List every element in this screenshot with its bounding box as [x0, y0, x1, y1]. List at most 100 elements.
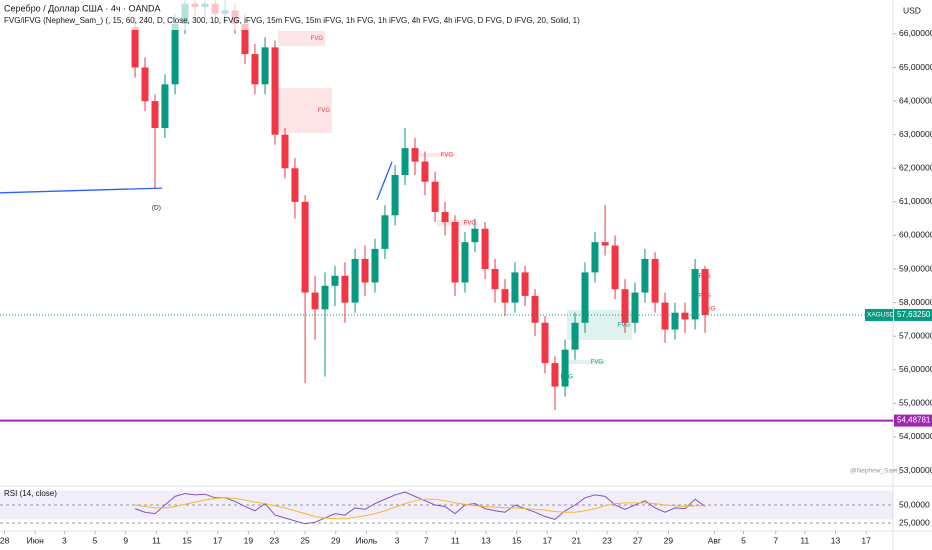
candle-body	[381, 215, 389, 249]
x-tick-label: 3	[395, 535, 400, 545]
x-tick-label: 13	[481, 535, 491, 545]
trend-line	[376, 161, 393, 201]
symbol-label: XAGUSD	[867, 312, 895, 319]
candle-body	[131, 27, 139, 68]
candle-body	[641, 258, 649, 293]
candle-body	[691, 269, 699, 320]
chart-title: Серебро / Доллар США · 4ч · OANDA	[4, 3, 161, 13]
candle-body	[521, 272, 529, 296]
rsi-line	[134, 491, 706, 525]
trend-line	[0, 187, 163, 194]
candle-body	[581, 272, 589, 323]
candle-body	[481, 228, 489, 270]
currency: USD	[903, 5, 921, 15]
x-tick-label: 23	[602, 535, 612, 545]
candle-body	[421, 161, 429, 182]
price-label: 57,63250	[897, 310, 931, 319]
x-tick-label: 15	[512, 535, 522, 545]
fvg-zone	[565, 376, 575, 378]
candle-body	[171, 23, 179, 85]
candle-body	[461, 242, 469, 283]
fvg-zone	[420, 152, 456, 157]
candle-body	[541, 322, 549, 364]
candle-body	[701, 269, 709, 315]
fvg-zone	[277, 87, 333, 134]
y-tick-label: 63,00000	[899, 129, 932, 139]
y-tick-label: 60,00000	[899, 230, 932, 240]
candle-body	[261, 47, 269, 85]
y-tick-label: 53,00000	[899, 465, 932, 475]
x-tick-label: Июн	[27, 535, 44, 545]
rsi-line	[134, 497, 706, 520]
x-tick-label: 7	[424, 535, 429, 545]
candle-body	[411, 148, 419, 162]
fvg-label: FVG	[311, 36, 324, 42]
candle-body	[431, 181, 439, 212]
y-tick-label: 64,00000	[899, 95, 932, 105]
x-tick-label: 29	[664, 535, 674, 545]
level-tag	[894, 414, 932, 427]
y-tick-label: 57,00000	[899, 330, 932, 340]
x-tick-label: 11	[800, 535, 809, 545]
candle-body	[281, 134, 289, 169]
candle-body	[341, 275, 349, 303]
candle-body	[251, 54, 259, 85]
candle-body	[321, 285, 329, 310]
symbol-tag	[865, 308, 893, 321]
x-tick-label: 17	[213, 535, 223, 545]
candle-body	[141, 67, 149, 102]
fvg-label: FVG	[441, 152, 454, 158]
candle-body	[451, 222, 459, 283]
candle-body	[671, 312, 679, 330]
x-tick-label: 19	[244, 535, 254, 545]
candle-body	[551, 363, 559, 387]
x-tick-label: 11	[152, 535, 161, 545]
candle-body	[351, 258, 359, 303]
x-tick-label: 28	[0, 535, 10, 545]
y-tick-label: 66,00000	[899, 28, 932, 38]
fvg-label: FVG	[591, 360, 604, 366]
candle-body	[401, 148, 409, 175]
price-tag	[894, 308, 932, 321]
candle-body	[601, 242, 609, 246]
x-tick-label: 29	[331, 535, 341, 545]
candle-body	[271, 47, 279, 135]
fvg-label: FVG	[318, 108, 331, 114]
candle-body	[561, 349, 569, 387]
x-tick-label: Авг	[708, 535, 721, 545]
candle-body	[391, 174, 399, 216]
candle-body	[311, 292, 319, 310]
candle-body	[621, 289, 629, 323]
candle-body	[591, 242, 599, 273]
x-tick-label: 17	[861, 535, 871, 545]
candle-body	[441, 211, 449, 223]
candle-body	[611, 245, 619, 290]
candle-body	[301, 201, 309, 293]
x-tick-label: 9	[123, 535, 128, 545]
fvg-label: FVG	[464, 221, 477, 227]
indicator-legend: FVG/iFVG (Nephew_Sam_) (, 15, 60, 240, D…	[4, 16, 580, 25]
candle-body	[571, 322, 579, 350]
fvg-label: FVG	[703, 307, 716, 313]
rsi-title: RSI (14, close)	[4, 489, 57, 498]
y-tick-label: 61,00000	[899, 196, 932, 206]
y-tick-label: 59,00000	[899, 263, 932, 273]
candle-body	[511, 272, 519, 303]
fvg-zone	[699, 308, 718, 310]
y-tick-label: 58,00000	[899, 297, 932, 307]
candle-body	[151, 101, 159, 128]
candle-body	[371, 248, 379, 283]
watermark: @Nephew_Sam_	[850, 468, 901, 475]
x-tick-label: 27	[633, 535, 643, 545]
legend-bg	[0, 0, 420, 30]
x-tick-label: 21	[572, 535, 582, 545]
y-tick-label: 56,00000	[899, 364, 932, 374]
candle-body	[331, 275, 339, 286]
candle-body	[471, 228, 479, 243]
fvg-label: FVG	[618, 323, 631, 329]
candle-body	[651, 258, 659, 303]
y-tick-label: 54,00000	[899, 431, 932, 441]
candle-body	[291, 168, 299, 202]
level-label: 54,48781	[897, 416, 931, 425]
x-tick-label: 5	[741, 535, 746, 545]
